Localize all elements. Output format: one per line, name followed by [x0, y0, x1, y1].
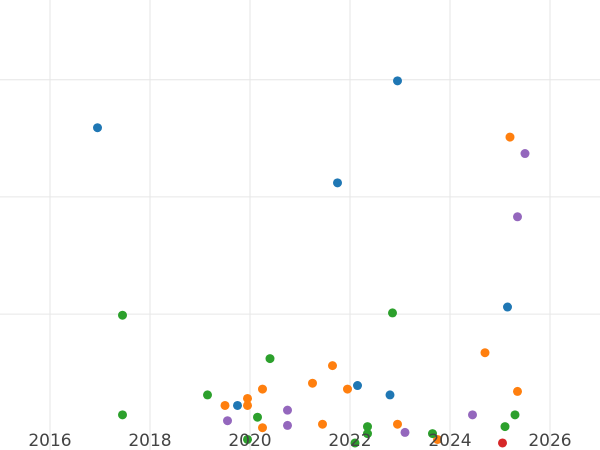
x-tick-label: 2026: [528, 431, 571, 450]
scatter-point: [433, 434, 442, 444]
scatter-point: [223, 416, 232, 426]
scatter-point: [118, 410, 127, 420]
x-axis-tick-labels: 2016 2018 2020 2022 2024 2026: [28, 431, 571, 450]
scatter-point: [513, 386, 522, 396]
scatter-point: [500, 422, 510, 432]
x-tick-label: 2016: [28, 431, 71, 450]
scatter-point: [93, 123, 102, 133]
scatter-point: [388, 308, 397, 318]
scatter-point: [510, 410, 520, 420]
scatter-point: [428, 429, 437, 439]
scatter-point: [363, 422, 372, 432]
scatter-point: [203, 390, 212, 400]
scatter-point: [400, 427, 410, 437]
x-tick-label: 2018: [128, 431, 171, 450]
scatter-point: [243, 393, 252, 403]
scatter-point: [328, 361, 337, 371]
scatter-point: [393, 76, 402, 86]
x-tick-label: 2020: [228, 431, 271, 450]
scatter-point: [350, 438, 360, 448]
scatter-point: [220, 400, 230, 410]
scatter-point: [468, 410, 477, 420]
vertical-gridlines: [49, 0, 551, 450]
data-points: [93, 76, 530, 448]
scatter-point: [513, 212, 522, 222]
scatter-point: [253, 412, 262, 422]
scatter-point: [498, 438, 507, 448]
scatter-point: [233, 400, 242, 410]
scatter-point: [393, 419, 402, 429]
scatter-point: [283, 405, 292, 415]
scatter-point: [363, 429, 372, 439]
scatter-point: [118, 310, 127, 320]
scatter-point: [258, 423, 267, 433]
scatter-point: [243, 400, 252, 410]
scatter-point: [265, 354, 275, 364]
x-tick-label: 2022: [328, 431, 371, 450]
scatter-point: [520, 149, 530, 159]
scatter-point: [333, 178, 342, 188]
scatter-point: [283, 420, 292, 430]
scatter-point: [258, 384, 267, 394]
scatter-point: [318, 419, 327, 429]
scatter-point: [343, 384, 352, 394]
scatter-point: [385, 390, 395, 400]
scatter-point: [503, 302, 512, 312]
scatter-point: [243, 434, 252, 444]
scatter-point: [308, 378, 317, 388]
scatter-point: [505, 132, 515, 142]
horizontal-gridlines: [0, 79, 600, 315]
scatter-point: [480, 348, 490, 358]
x-tick-label: 2024: [428, 431, 471, 450]
scatter-point: [353, 381, 362, 391]
